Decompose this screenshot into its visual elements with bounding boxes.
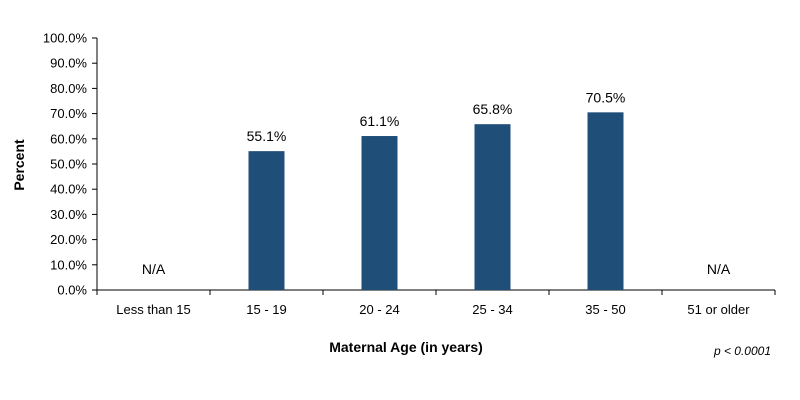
y-tick-label: 10.0% — [50, 257, 87, 272]
x-axis: Less than 15 15 - 19 20 - 24 25 - 34 35 - 50… — [96, 289, 776, 317]
bar — [587, 112, 624, 290]
x-category-label: 51 or older — [687, 302, 750, 317]
bars — [248, 112, 624, 291]
y-tick-label: 40.0% — [50, 182, 87, 197]
data-label: N/A — [142, 261, 166, 277]
x-axis-title: Maternal Age (in years) — [329, 339, 483, 355]
bar — [474, 124, 511, 291]
data-label: 70.5% — [586, 89, 626, 105]
x-category-label: 35 - 50 — [585, 302, 625, 317]
x-category-label: Less than 15 — [116, 302, 190, 317]
data-label: 55.1% — [247, 128, 287, 144]
data-label: 61.1% — [360, 113, 400, 129]
y-tick-label: 100.0% — [43, 31, 88, 46]
y-tick-label: 50.0% — [50, 157, 87, 172]
y-tick-label: 30.0% — [50, 207, 87, 222]
y-tick-label: 70.0% — [50, 106, 87, 121]
y-tick-label: 80.0% — [50, 81, 87, 96]
y-tick-label: 60.0% — [50, 131, 87, 146]
y-tick-label: 0.0% — [57, 283, 87, 298]
x-category-label: 25 - 34 — [472, 302, 512, 317]
y-tick-label: 90.0% — [50, 56, 87, 71]
x-category-label: 20 - 24 — [359, 302, 399, 317]
bar — [361, 136, 398, 290]
data-label: 65.8% — [473, 101, 513, 117]
x-category-label: 15 - 19 — [246, 302, 286, 317]
bar — [248, 151, 285, 290]
y-tick-label: 20.0% — [50, 232, 87, 247]
p-value-note: p < 0.0001 — [713, 344, 771, 358]
data-labels: N/A 55.1% 61.1% 65.8% 70.5% N/A — [142, 89, 731, 277]
y-axis-title: Percent — [11, 139, 27, 191]
data-label: N/A — [707, 261, 731, 277]
y-axis: 0.0% 10.0% 20.0% 30.0% 40.0% 50.0% 60.0% 70.0% 8… — [43, 31, 98, 298]
